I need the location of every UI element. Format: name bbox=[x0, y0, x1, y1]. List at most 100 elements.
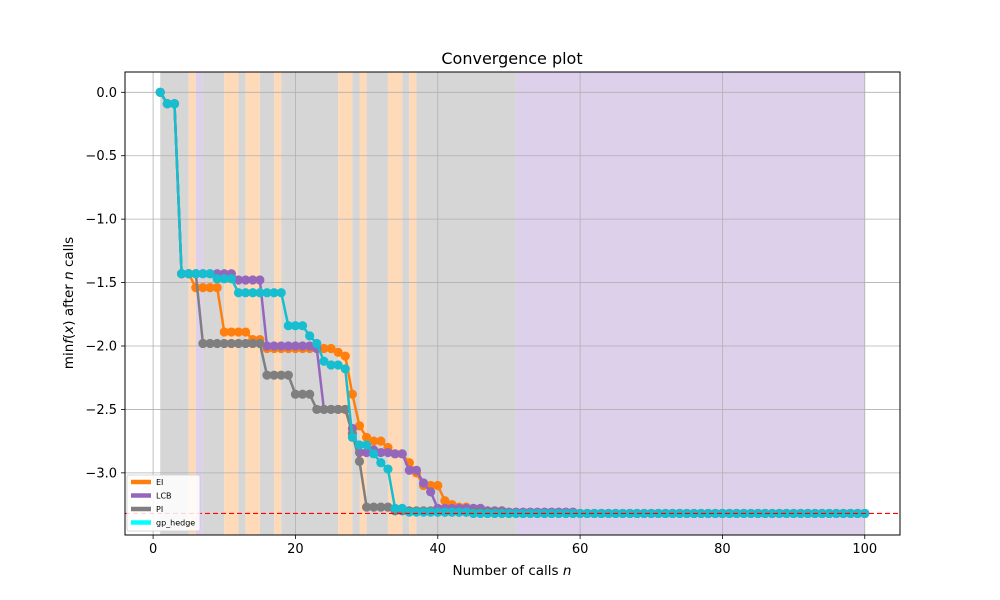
point-gp_hedge-39 bbox=[426, 507, 436, 517]
background-band-1 bbox=[188, 72, 196, 535]
point-gp_hedge-61 bbox=[582, 508, 592, 519]
point-gp_hedge-10 bbox=[219, 274, 229, 284]
point-PI-12 bbox=[233, 338, 244, 349]
x-axis-ticks: 0 20 40 60 80 100 bbox=[149, 535, 877, 557]
y-axis-label: minf(x) after n calls bbox=[61, 237, 77, 369]
legend-label-PI: PI bbox=[156, 505, 163, 514]
point-gp_hedge-53 bbox=[525, 508, 535, 519]
chart-title: Convergence plot bbox=[441, 49, 582, 68]
point-gp_hedge-97 bbox=[838, 508, 849, 519]
x-tick-label-5: 100 bbox=[852, 542, 877, 557]
point-PI-11 bbox=[226, 338, 236, 349]
point-PI-15 bbox=[255, 338, 265, 349]
point-PI-23 bbox=[312, 404, 322, 415]
point-gp_hedge-34 bbox=[390, 503, 400, 513]
point-PI-17 bbox=[269, 370, 279, 380]
point-PI-24 bbox=[319, 404, 329, 415]
point-LCB-16 bbox=[262, 341, 272, 351]
point-gp_hedge-71 bbox=[653, 508, 663, 519]
point-gp_hedge-27 bbox=[340, 364, 350, 374]
point-gp_hedge-21 bbox=[297, 321, 308, 331]
x-tick-label-2: 40 bbox=[430, 542, 447, 557]
point-gp_hedge-24 bbox=[319, 356, 329, 366]
point-PI-14 bbox=[248, 338, 258, 349]
point-gp_hedge-15 bbox=[255, 288, 265, 298]
point-gp_hedge-52 bbox=[518, 508, 528, 519]
point-EI-41 bbox=[440, 496, 450, 506]
point-LCB-34 bbox=[390, 449, 400, 459]
point-gp_hedge-17 bbox=[269, 288, 279, 298]
point-EI-11 bbox=[226, 327, 236, 337]
point-EI-12 bbox=[233, 327, 244, 337]
point-EI-40 bbox=[433, 480, 443, 491]
point-PI-9 bbox=[212, 338, 222, 349]
point-PI-19 bbox=[283, 370, 293, 380]
background-band-4 bbox=[224, 72, 239, 535]
point-EI-27 bbox=[340, 351, 350, 361]
x-axis-label: Number of calls n bbox=[453, 563, 572, 579]
legend-label-gp_hedge: gp_hedge bbox=[156, 519, 195, 528]
point-gp_hedge-7 bbox=[198, 269, 208, 279]
point-LCB-35 bbox=[397, 449, 407, 459]
point-gp_hedge-59 bbox=[568, 508, 578, 519]
point-gp_hedge-42 bbox=[447, 507, 457, 517]
point-gp_hedge-4 bbox=[176, 269, 187, 279]
point-PI-32 bbox=[376, 502, 386, 512]
point-LCB-36 bbox=[404, 465, 414, 475]
y-tick-label-5: −2.5 bbox=[85, 403, 117, 418]
point-gp_hedge-43 bbox=[454, 507, 464, 517]
background-band-3 bbox=[202, 72, 225, 535]
point-LCB-37 bbox=[411, 465, 422, 475]
x-tick-label-3: 60 bbox=[572, 542, 589, 557]
point-EI-31 bbox=[369, 436, 379, 446]
point-gp_hedge-30 bbox=[362, 440, 372, 450]
x-tick-label-4: 80 bbox=[714, 542, 731, 557]
point-gp_hedge-3 bbox=[169, 99, 180, 109]
background-band-5 bbox=[238, 72, 246, 535]
background-band-14 bbox=[387, 72, 403, 535]
point-PI-26 bbox=[333, 404, 343, 415]
point-gp_hedge-60 bbox=[575, 508, 585, 519]
legend-label-LCB: LCB bbox=[156, 492, 172, 501]
point-LCB-21 bbox=[297, 341, 308, 351]
point-gp_hedge-31 bbox=[369, 449, 379, 459]
point-EI-30 bbox=[362, 432, 372, 442]
point-gp_hedge-18 bbox=[276, 288, 286, 298]
background-band-0 bbox=[160, 72, 189, 535]
point-EI-13 bbox=[241, 327, 251, 337]
point-gp_hedge-40 bbox=[433, 507, 443, 517]
point-LCB-13 bbox=[241, 275, 251, 285]
point-LCB-12 bbox=[233, 275, 244, 285]
point-PI-27 bbox=[340, 404, 350, 415]
point-PI-33 bbox=[383, 502, 393, 512]
point-gp_hedge-8 bbox=[205, 269, 215, 279]
point-EI-10 bbox=[219, 327, 229, 337]
legend-box bbox=[126, 474, 201, 532]
point-gp_hedge-32 bbox=[376, 458, 386, 468]
background-band-7 bbox=[259, 72, 275, 535]
point-gp_hedge-50 bbox=[504, 508, 514, 519]
point-LCB-32 bbox=[376, 447, 386, 458]
point-EI-29 bbox=[354, 421, 365, 431]
point-gp_hedge-2 bbox=[162, 99, 172, 109]
point-LCB-18 bbox=[276, 341, 286, 351]
y-tick-label-3: −1.5 bbox=[85, 276, 117, 291]
point-LCB-22 bbox=[305, 341, 315, 351]
point-LCB-17 bbox=[269, 341, 279, 351]
point-gp_hedge-87 bbox=[767, 508, 777, 519]
point-gp_hedge-89 bbox=[781, 508, 792, 519]
point-gp_hedge-25 bbox=[326, 360, 336, 370]
point-gp_hedge-9 bbox=[212, 274, 222, 284]
point-PI-13 bbox=[241, 338, 251, 349]
point-EI-7 bbox=[198, 283, 208, 293]
background-band-11 bbox=[352, 72, 360, 535]
background-band-10 bbox=[338, 72, 353, 535]
point-EI-32 bbox=[376, 436, 386, 446]
point-gp_hedge-38 bbox=[418, 507, 429, 517]
background-band-17 bbox=[416, 72, 517, 535]
point-PI-29 bbox=[354, 456, 365, 467]
point-gp_hedge-35 bbox=[397, 503, 407, 513]
point-gp_hedge-80 bbox=[717, 508, 728, 519]
point-gp_hedge-5 bbox=[184, 269, 194, 279]
point-gp_hedge-6 bbox=[191, 269, 201, 279]
